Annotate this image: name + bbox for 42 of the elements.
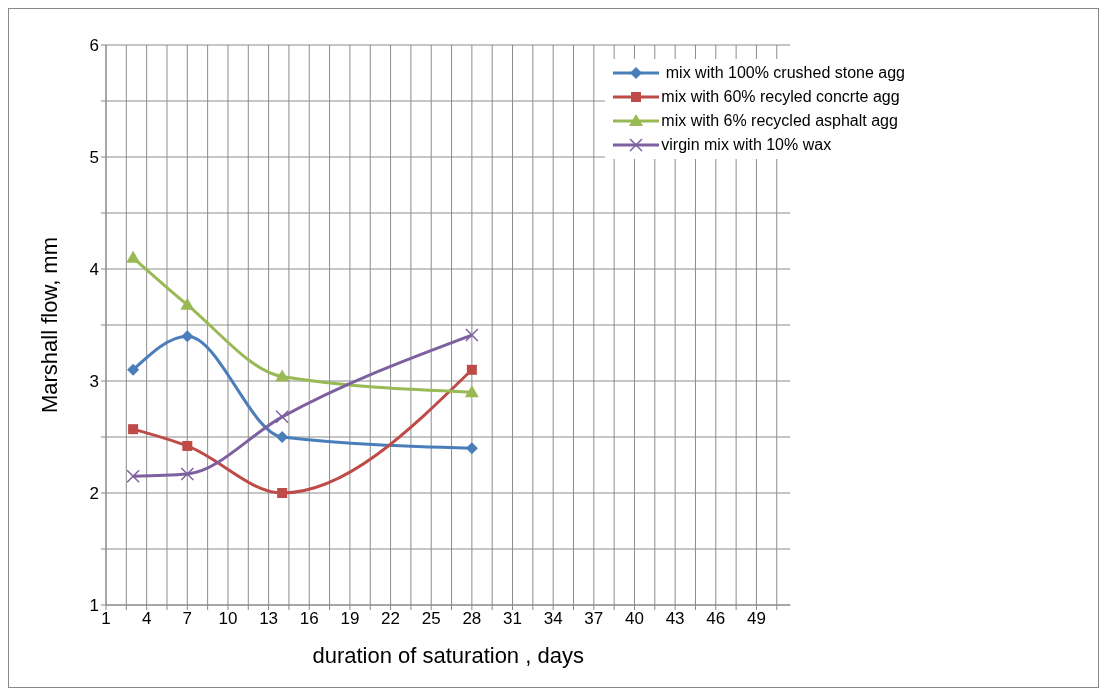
x-tick-label: 49 (746, 609, 766, 629)
y-tick-label: 3 (89, 372, 99, 392)
x-tick-label: 28 (462, 609, 482, 629)
point (126, 469, 140, 483)
x-tick-label: 7 (182, 609, 193, 629)
point (126, 250, 141, 263)
point (180, 297, 195, 310)
y-tick-label: 6 (89, 36, 99, 56)
x-axis-title: duration of saturation , days (312, 643, 584, 668)
x-tick-label: 37 (584, 609, 604, 629)
x-tick-label: 22 (381, 609, 401, 629)
y-tick-label: 2 (89, 484, 99, 504)
y-tick-label: 4 (89, 260, 99, 280)
point (465, 328, 479, 342)
legend-label: mix with 6% recycled asphalt agg (661, 112, 898, 130)
x-tick-label: 25 (421, 609, 441, 629)
x-tick-label: 43 (665, 609, 685, 629)
x-tick-label: 40 (625, 609, 644, 629)
point (180, 467, 195, 481)
point (275, 410, 289, 424)
legend-label: virgin mix with 10% wax (661, 136, 832, 154)
y-tick-label: 1 (89, 596, 99, 616)
x-tick-label: 16 (299, 609, 319, 629)
point (464, 385, 479, 398)
point (182, 440, 193, 451)
point (277, 488, 288, 498)
x-tick-label: 31 (503, 609, 522, 629)
legend-label: mix with 100% crushed stone agg (664, 64, 905, 82)
point (128, 424, 139, 435)
x-tick-label: 34 (543, 609, 563, 629)
x-tick-label: 10 (218, 609, 238, 629)
x-tick-label: 46 (706, 609, 726, 629)
y-axis-title: Marshall flow, mm (36, 236, 62, 414)
legend-label: mix with 60% recyled concrte agg (661, 88, 900, 106)
point (181, 330, 194, 343)
x-tick-label: 4 (141, 609, 152, 629)
point (275, 369, 290, 382)
point (127, 363, 140, 376)
x-tick-label: 19 (340, 609, 360, 629)
x-tick-label: 13 (259, 609, 279, 629)
point (466, 364, 477, 375)
y-tick-label: 5 (89, 148, 99, 168)
